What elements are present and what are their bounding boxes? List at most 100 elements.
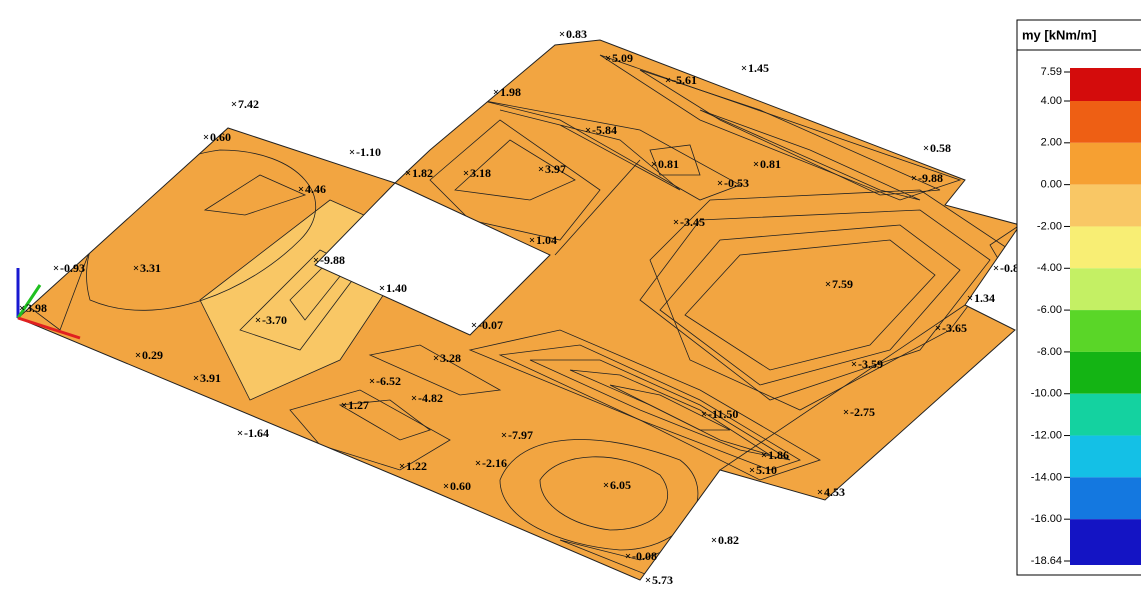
node-marker <box>825 281 831 287</box>
legend-swatch <box>1070 477 1141 520</box>
node-marker <box>665 77 671 83</box>
value-label: -3.65 <box>942 321 967 335</box>
legend-swatch <box>1070 142 1141 185</box>
legend-level: -18.64 <box>1031 555 1062 567</box>
node-marker <box>493 89 499 95</box>
value-label: 0.82 <box>718 533 739 547</box>
value-label: 5.73 <box>652 573 673 587</box>
legend-swatch <box>1070 351 1141 394</box>
axis-icon <box>16 268 81 340</box>
value-label: -0.93 <box>60 261 85 275</box>
node-marker <box>651 161 657 167</box>
value-label: 1.22 <box>406 459 427 473</box>
value-label: 5.09 <box>612 51 633 65</box>
value-label: -4.82 <box>418 391 443 405</box>
node-marker <box>475 460 481 466</box>
node-marker <box>237 430 243 436</box>
value-label: -3.70 <box>262 313 287 327</box>
value-label: -9.88 <box>918 171 943 185</box>
slab-contours <box>17 39 1021 581</box>
value-label: 3.28 <box>440 351 461 365</box>
legend-level: -14.00 <box>1031 471 1062 483</box>
node-marker <box>645 577 651 583</box>
legend-level: -6.00 <box>1037 304 1062 316</box>
legend-level: 7.59 <box>1041 66 1062 78</box>
node-marker <box>231 101 237 107</box>
value-label: 6.05 <box>610 478 631 492</box>
value-label: 0.81 <box>760 157 781 171</box>
node-marker <box>993 265 999 271</box>
value-label: 0.83 <box>566 27 587 41</box>
value-label: -1.10 <box>356 145 381 159</box>
value-label: 3.98 <box>26 301 47 315</box>
node-marker <box>349 149 355 155</box>
legend-swatch <box>1070 101 1141 143</box>
node-marker <box>711 537 717 543</box>
node-marker <box>193 375 199 381</box>
node-marker <box>405 170 411 176</box>
legend-swatch <box>1070 184 1141 227</box>
value-label: -2.75 <box>850 405 875 419</box>
legend-level: -2.00 <box>1037 220 1062 232</box>
legend-swatch <box>1070 68 1141 101</box>
value-label: 1.86 <box>768 448 789 462</box>
value-label: 3.97 <box>545 162 566 176</box>
value-label: 7.42 <box>238 97 259 111</box>
node-marker <box>529 237 535 243</box>
value-label: 5.10 <box>756 463 777 477</box>
node-marker <box>471 322 477 328</box>
node-marker <box>53 265 59 271</box>
node-marker <box>379 285 385 291</box>
node-marker <box>433 355 439 361</box>
value-label: -9.88 <box>320 253 345 267</box>
node-marker <box>605 55 611 61</box>
value-label: -0.08 <box>632 549 657 563</box>
value-label: 4.46 <box>305 182 326 196</box>
legend-level: -10.00 <box>1031 388 1062 400</box>
node-marker <box>749 467 755 473</box>
node-marker <box>673 219 679 225</box>
legend-level: -12.00 <box>1031 429 1062 441</box>
legend-level: 4.00 <box>1041 95 1062 107</box>
value-label: 1.82 <box>412 166 433 180</box>
legend-level: 2.00 <box>1041 137 1062 149</box>
node-marker <box>19 305 25 311</box>
node-marker <box>255 317 261 323</box>
value-label: -0.07 <box>478 318 503 332</box>
node-marker <box>923 145 929 151</box>
node-marker <box>753 161 759 167</box>
node-marker <box>741 65 747 71</box>
legend-swatch <box>1070 310 1141 352</box>
value-label: -11.50 <box>708 407 738 421</box>
node-marker <box>369 378 375 384</box>
value-labels: 0.83 5.09 -5.61 1.45 1.98 -5.84 7.42 0.60 -1.10 1… <box>19 27 1047 587</box>
node-marker <box>603 482 609 488</box>
node-marker <box>411 395 417 401</box>
value-label: 0.60 <box>450 479 471 493</box>
legend-level: -4.00 <box>1037 262 1062 274</box>
value-label: 3.18 <box>470 166 491 180</box>
legend-title-box <box>1016 19 1141 51</box>
value-label: -0.53 <box>724 176 749 190</box>
value-label: 1.45 <box>748 61 769 75</box>
node-marker <box>399 463 405 469</box>
node-marker <box>911 175 917 181</box>
value-label: 0.60 <box>210 130 231 144</box>
node-marker <box>625 553 631 559</box>
legend-swatch <box>1070 519 1141 565</box>
value-label: -2.16 <box>482 456 507 470</box>
value-label: 1.04 <box>536 233 557 247</box>
value-label: -5.61 <box>672 73 697 87</box>
legend-title: my [kNm/m] <box>1022 27 1096 42</box>
value-label: 0.29 <box>142 348 163 362</box>
node-marker <box>761 452 767 458</box>
node-marker <box>313 257 319 263</box>
legend-swatch <box>1070 435 1141 478</box>
node-marker <box>341 402 347 408</box>
value-label: 1.27 <box>348 398 369 412</box>
node-marker <box>501 432 507 438</box>
node-marker <box>817 489 823 495</box>
value-label: 3.31 <box>140 261 161 275</box>
